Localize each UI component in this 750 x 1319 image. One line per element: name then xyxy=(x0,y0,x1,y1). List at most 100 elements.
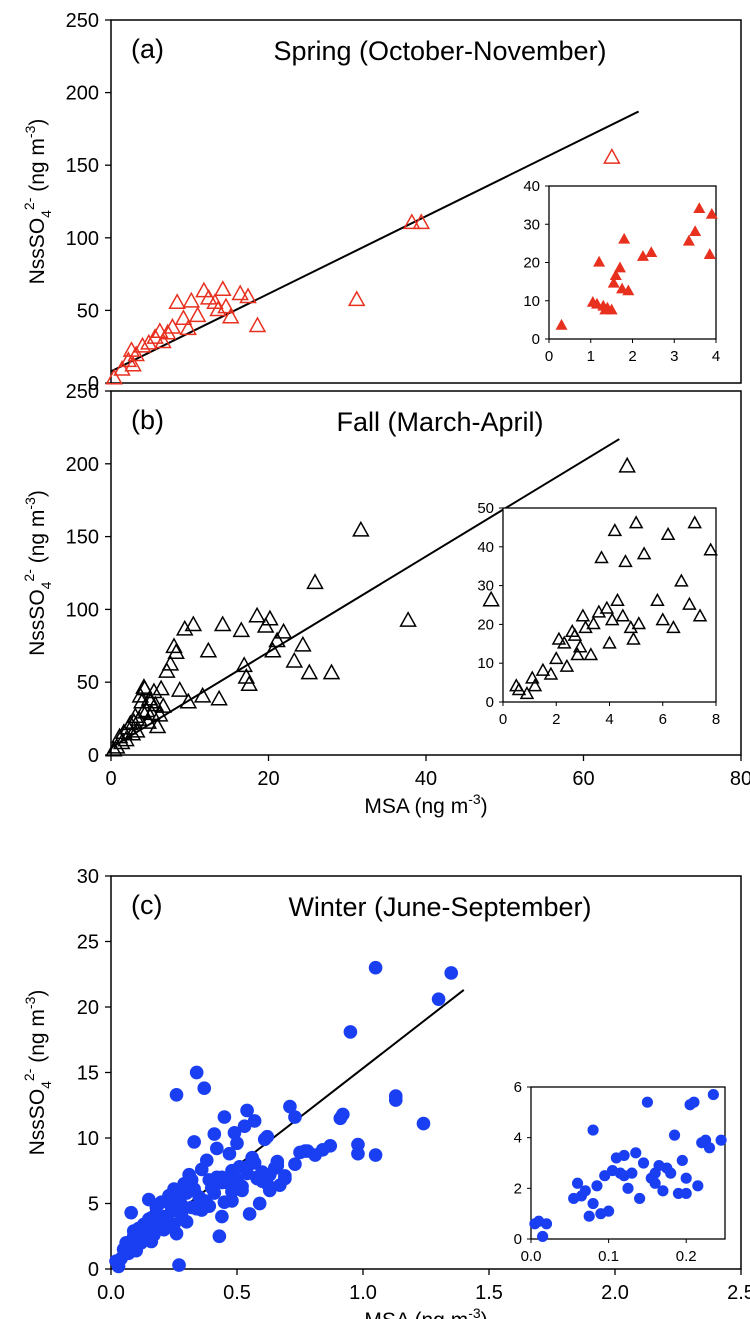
inset-data-point xyxy=(594,550,609,564)
inset-data-point xyxy=(618,554,633,568)
inset-data-point xyxy=(535,662,551,676)
inset-data-point xyxy=(641,1096,653,1108)
data-point xyxy=(199,1196,214,1211)
inset-data-point xyxy=(579,1185,591,1197)
inset-data-point xyxy=(613,261,626,273)
inset-data-point xyxy=(637,1157,650,1169)
inset-x-tick-label: 0 xyxy=(545,348,553,365)
y-tick-label: 50 xyxy=(77,300,99,322)
data-point xyxy=(215,1175,229,1190)
chart-title: Fall (March-April) xyxy=(336,407,543,437)
inset-data-point xyxy=(602,635,617,649)
y-tick-label: 50 xyxy=(77,672,99,694)
inset-data-point xyxy=(636,250,649,261)
x-axis-label: MSA (ng m-3) xyxy=(364,791,487,818)
inset-data-point xyxy=(609,269,622,280)
data-point xyxy=(207,1186,222,1200)
y-tick-label: 0 xyxy=(88,1259,99,1281)
inset-x-tick-label: 6 xyxy=(659,711,667,728)
inset-frame xyxy=(530,1086,726,1240)
inset-data-point xyxy=(665,1167,677,1179)
data-point xyxy=(117,730,135,747)
data-point xyxy=(210,1141,224,1156)
inset-data-point xyxy=(688,1096,700,1108)
y-tick-label: 250 xyxy=(66,381,99,403)
inset-data-point xyxy=(618,1149,630,1161)
data-point xyxy=(288,1157,302,1172)
data-point xyxy=(368,1148,383,1162)
inset-x-tick-label: 4 xyxy=(712,348,720,365)
data-point xyxy=(240,675,258,691)
data-point xyxy=(240,1103,254,1118)
data-point xyxy=(221,307,240,324)
inset-data-point xyxy=(525,670,540,684)
inset-y-tick-label: 40 xyxy=(477,539,494,556)
inset-data-point xyxy=(571,1177,584,1189)
data-point xyxy=(209,300,227,317)
data-point xyxy=(294,635,312,652)
data-point xyxy=(123,724,142,741)
x-tick-label: 2.0 xyxy=(601,1282,629,1304)
inset-data-point xyxy=(672,1187,685,1199)
data-point xyxy=(140,333,158,350)
inset-data-point xyxy=(682,234,695,246)
y-tick-label: 0 xyxy=(88,745,99,767)
inset-data-point xyxy=(676,1154,688,1167)
inset-data-point xyxy=(634,1192,646,1205)
data-point xyxy=(231,284,249,301)
inset-data-point xyxy=(680,1187,692,1199)
data-point xyxy=(168,293,186,310)
data-point xyxy=(189,1065,204,1080)
x-axis-label: MSA (ng m-3) xyxy=(364,1305,487,1319)
data-point xyxy=(343,1025,358,1039)
data-point xyxy=(127,345,145,362)
data-point xyxy=(151,322,169,339)
data-point xyxy=(197,1081,212,1096)
inset-y-tick-label: 20 xyxy=(523,255,540,272)
inset-data-point xyxy=(618,232,631,244)
x-tick-label: 0.0 xyxy=(97,1282,125,1304)
inset-data-point xyxy=(682,596,697,610)
data-point xyxy=(351,1137,365,1152)
data-point xyxy=(285,651,304,668)
inset-x-tick-label: 1 xyxy=(587,348,595,365)
data-point xyxy=(217,1195,232,1210)
inset-data-point xyxy=(575,608,591,622)
data-point xyxy=(250,1170,264,1185)
data-point xyxy=(235,656,253,673)
data-point xyxy=(336,1107,350,1122)
data-point xyxy=(260,1129,275,1144)
data-point xyxy=(129,1243,144,1258)
data-point xyxy=(164,1199,179,1213)
y-tick-label: 0 xyxy=(88,373,99,395)
data-point xyxy=(412,213,431,230)
y-tick-label: 100 xyxy=(66,228,99,250)
inset-data-point xyxy=(707,1089,719,1101)
inset-data-point xyxy=(556,635,572,649)
regression-line xyxy=(110,438,620,749)
data-point xyxy=(252,1196,267,1211)
data-point xyxy=(274,622,293,639)
data-point xyxy=(222,1146,237,1161)
data-point xyxy=(603,148,621,164)
data-point xyxy=(261,609,279,626)
y-tick-label: 200 xyxy=(66,83,99,105)
inset-x-tick-label: 0.2 xyxy=(676,1248,697,1265)
data-point xyxy=(139,1218,154,1233)
data-point xyxy=(212,1229,227,1244)
x-tick-label: 80 xyxy=(730,768,750,790)
inset-data-point xyxy=(511,682,527,696)
data-point xyxy=(146,328,164,344)
data-point xyxy=(217,1110,232,1124)
data-point xyxy=(298,1144,312,1158)
data-point xyxy=(199,641,218,658)
data-point xyxy=(184,1200,199,1215)
inset-data-point xyxy=(604,612,620,626)
x-tick-label: 1.0 xyxy=(349,1282,377,1304)
data-point xyxy=(154,332,172,349)
data-point xyxy=(240,1160,254,1174)
inset-data-point xyxy=(593,255,606,267)
data-point xyxy=(113,360,131,376)
data-point xyxy=(322,663,341,680)
